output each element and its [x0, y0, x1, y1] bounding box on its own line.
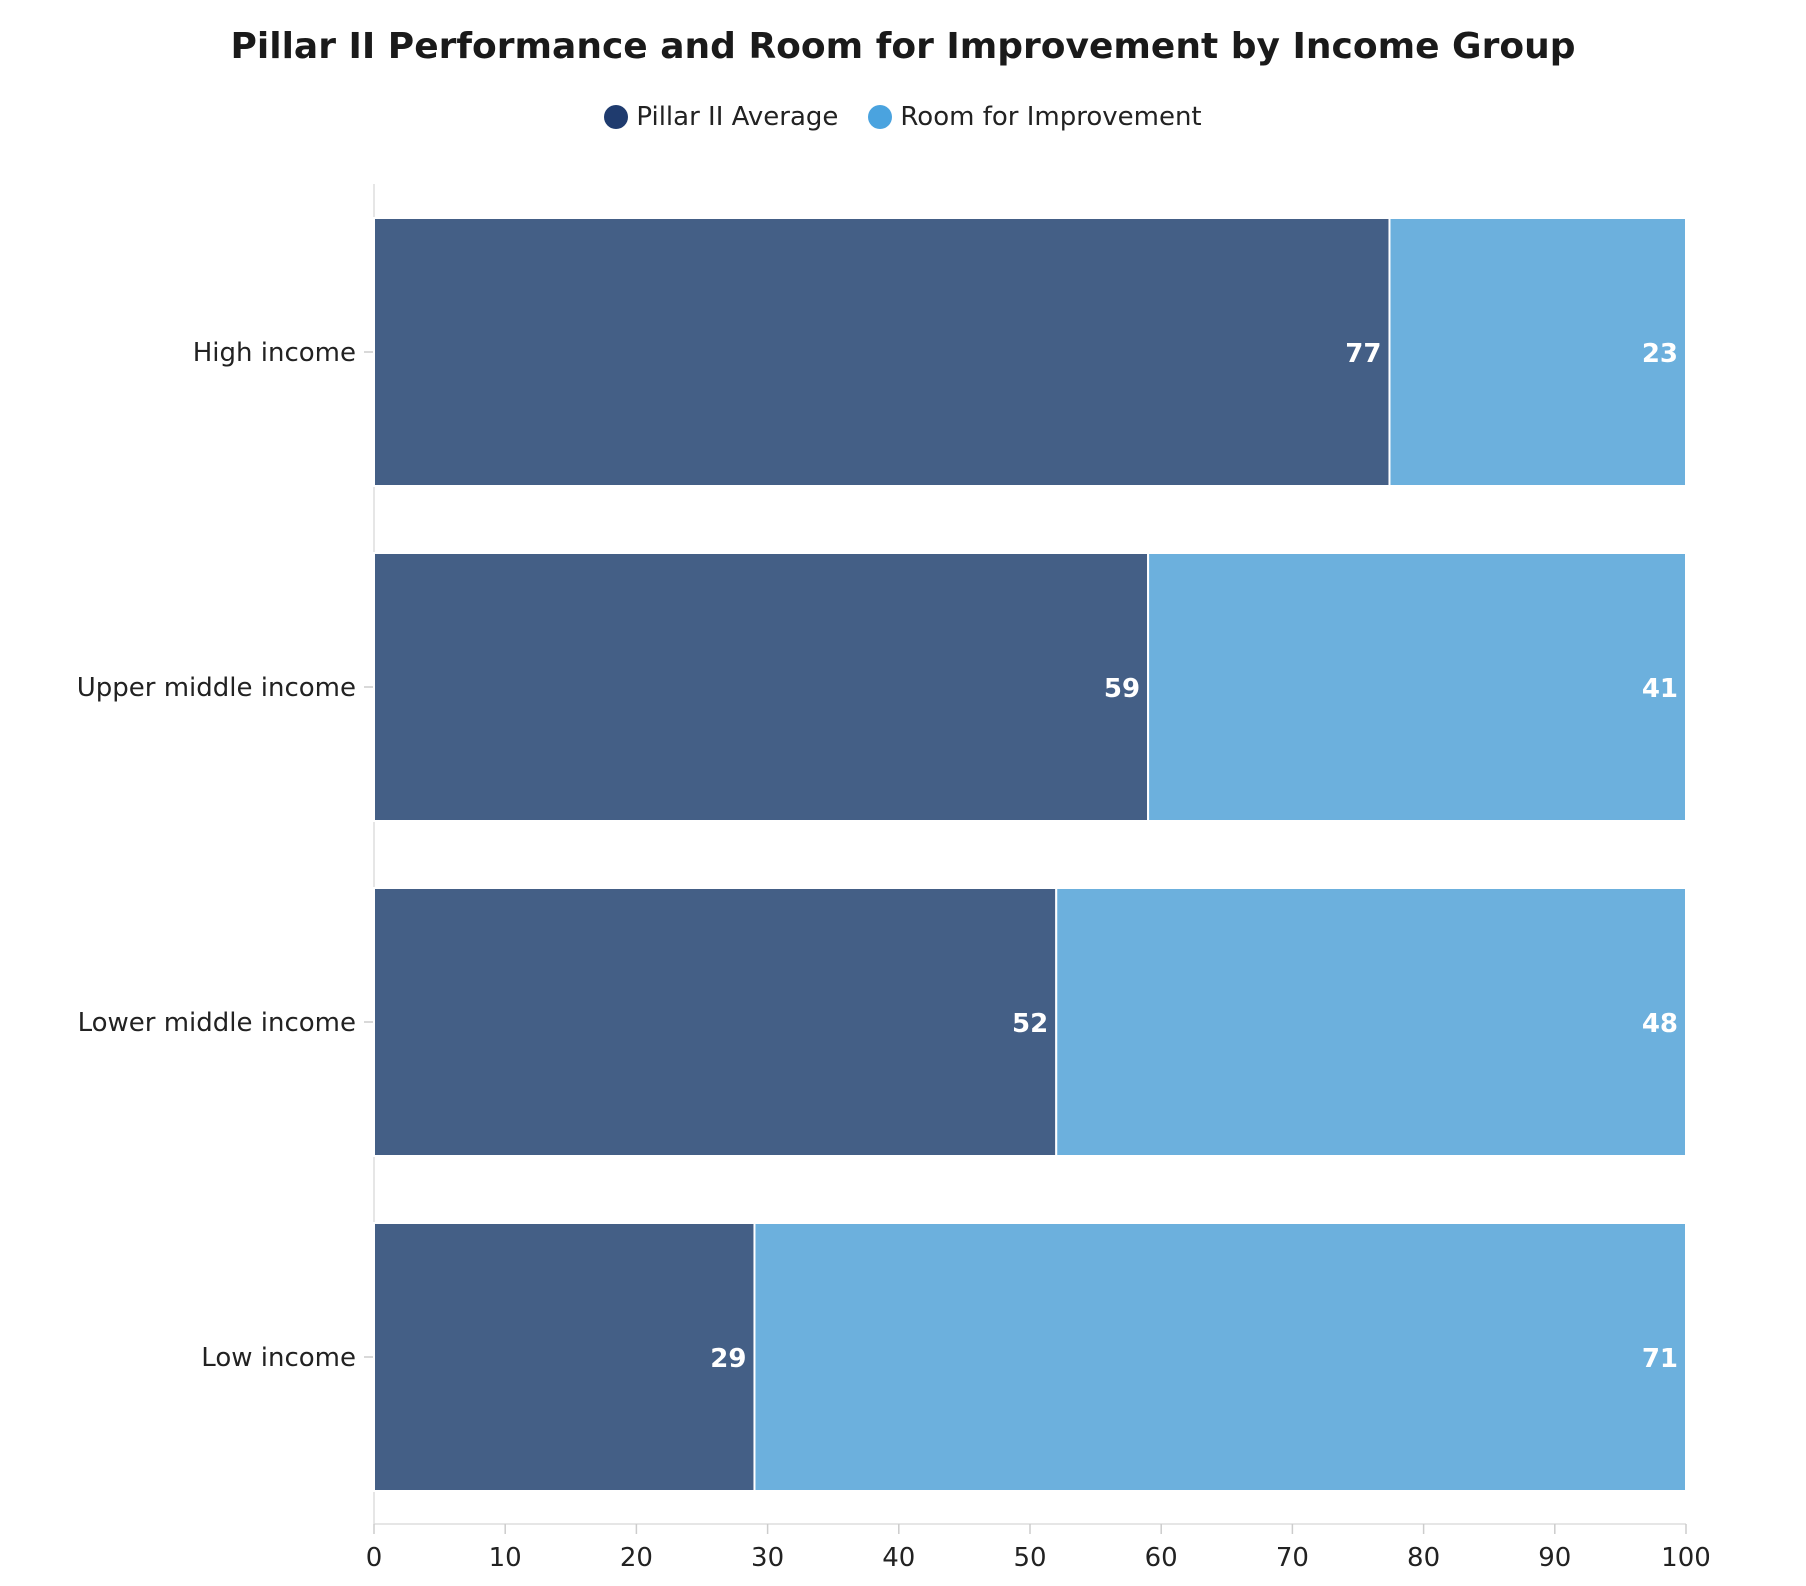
- x-tick-label: 30: [751, 1543, 784, 1573]
- legend-swatch-room-for-improvement: [868, 105, 893, 129]
- bar-room-for-improvement[interactable]: [753, 1222, 1687, 1492]
- bar-pillar-ii-average[interactable]: [373, 552, 1150, 822]
- legend: Pillar II Average Room for Improvement: [0, 102, 1806, 132]
- x-tick-label: 70: [1276, 1543, 1309, 1573]
- x-tick-label: 50: [1013, 1543, 1046, 1573]
- data-label: 48: [1642, 1009, 1678, 1039]
- data-label: 59: [1104, 674, 1140, 704]
- legend-label-pillar-ii-average: Pillar II Average: [636, 102, 839, 132]
- x-tick-label: 90: [1538, 1543, 1571, 1573]
- data-label: 29: [710, 1344, 746, 1374]
- x-tick-label: 40: [882, 1543, 915, 1573]
- data-label: 52: [1012, 1009, 1048, 1039]
- data-label: 77: [1345, 339, 1381, 369]
- x-tick-label: 100: [1661, 1543, 1711, 1573]
- bar-room-for-improvement[interactable]: [1055, 887, 1687, 1157]
- category-label: Upper middle income: [77, 673, 356, 703]
- x-tick-label: 20: [620, 1543, 653, 1573]
- bar-pillar-ii-average[interactable]: [373, 217, 1391, 487]
- bar-pillar-ii-average[interactable]: [373, 1222, 756, 1492]
- data-label: 71: [1642, 1344, 1678, 1374]
- category-label: Low income: [201, 1343, 356, 1373]
- x-tick-label: 60: [1145, 1543, 1178, 1573]
- chart-title: Pillar II Performance and Room for Impro…: [230, 26, 1576, 67]
- data-label: 23: [1642, 339, 1678, 369]
- x-tick-label: 0: [366, 1543, 383, 1573]
- bar-room-for-improvement[interactable]: [1147, 552, 1687, 822]
- legend-item-room-for-improvement[interactable]: Room for Improvement: [868, 102, 1202, 132]
- bar-room-for-improvement[interactable]: [1388, 217, 1688, 487]
- data-label: 41: [1642, 674, 1678, 704]
- legend-item-pillar-ii-average[interactable]: Pillar II Average: [604, 102, 838, 132]
- legend-label-room-for-improvement: Room for Improvement: [900, 102, 1202, 132]
- category-label: High income: [193, 338, 356, 368]
- x-tick-label: 10: [489, 1543, 522, 1573]
- legend-swatch-pillar-ii-average: [604, 105, 629, 129]
- x-tick-label: 80: [1407, 1543, 1440, 1573]
- category-label: Lower middle income: [78, 1008, 356, 1038]
- bar-pillar-ii-average[interactable]: [373, 887, 1058, 1157]
